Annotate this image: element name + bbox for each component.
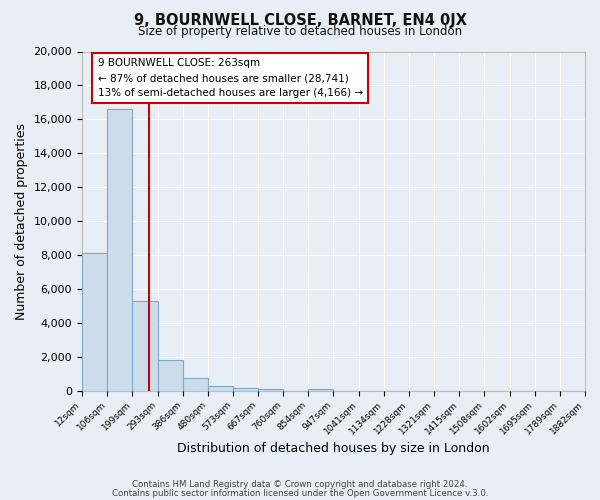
Bar xyxy=(132,300,158,390)
Bar xyxy=(82,253,107,390)
Y-axis label: Number of detached properties: Number of detached properties xyxy=(15,122,28,320)
Bar xyxy=(233,388,258,390)
Text: Contains public sector information licensed under the Open Government Licence v.: Contains public sector information licen… xyxy=(112,489,488,498)
X-axis label: Distribution of detached houses by size in London: Distribution of detached houses by size … xyxy=(177,442,490,455)
Bar xyxy=(258,388,283,390)
Text: 9 BOURNWELL CLOSE: 263sqm
← 87% of detached houses are smaller (28,741)
13% of s: 9 BOURNWELL CLOSE: 263sqm ← 87% of detac… xyxy=(98,58,362,98)
Bar xyxy=(182,378,208,390)
Bar xyxy=(308,388,334,390)
Text: 9, BOURNWELL CLOSE, BARNET, EN4 0JX: 9, BOURNWELL CLOSE, BARNET, EN4 0JX xyxy=(133,12,467,28)
Bar xyxy=(107,109,132,390)
Bar xyxy=(208,386,233,390)
Bar xyxy=(158,360,182,390)
Text: Contains HM Land Registry data © Crown copyright and database right 2024.: Contains HM Land Registry data © Crown c… xyxy=(132,480,468,489)
Text: Size of property relative to detached houses in London: Size of property relative to detached ho… xyxy=(138,25,462,38)
